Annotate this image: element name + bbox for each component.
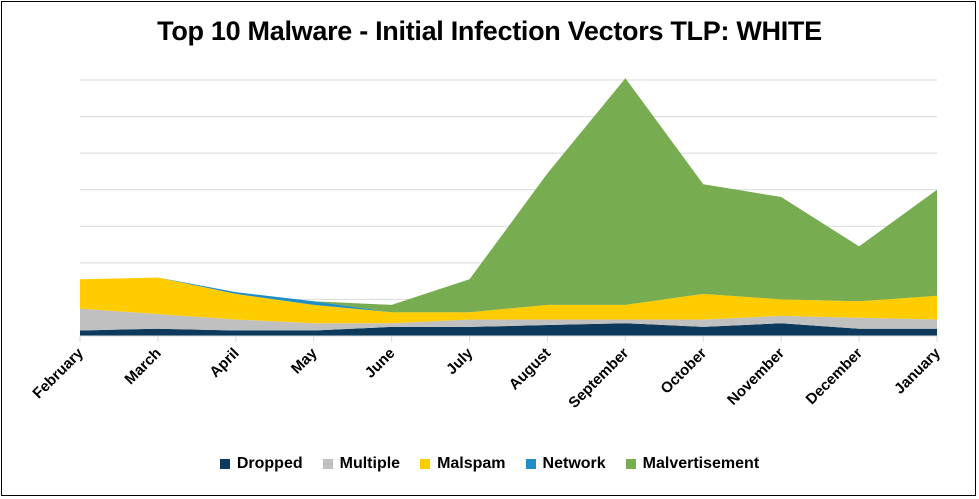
legend-label-multiple: Multiple — [339, 455, 401, 472]
chart-title: Top 10 Malware - Initial Infection Vecto… — [157, 16, 822, 46]
x-tick-label-july: July — [443, 344, 477, 378]
area-network — [80, 277, 937, 313]
legend-item-malspam: Malspam — [420, 455, 506, 473]
x-tick-label-may: May — [288, 344, 321, 377]
legend-item-dropped: Dropped — [219, 455, 303, 473]
legend-item-network: Network — [525, 455, 606, 473]
area-multiple — [80, 308, 937, 331]
legend-swatch-malspam — [420, 459, 431, 469]
x-tick-label-february: February — [29, 344, 87, 402]
legend-label-malvertisement: Malvertisement — [642, 455, 760, 472]
x-tick-label-january: January — [891, 344, 944, 397]
x-tick-label-september: September — [565, 345, 632, 412]
area-malvertisement — [80, 78, 937, 313]
x-tick-label-october: October — [657, 345, 710, 398]
x-tick-label-april: April — [206, 345, 242, 381]
x-tick-label-march: March — [121, 345, 164, 388]
legend-swatch-malvertisement — [625, 459, 636, 469]
area-dropped — [80, 323, 937, 336]
legend-label-network: Network — [542, 455, 606, 472]
x-tick-label-december: December — [803, 345, 866, 408]
area-malspam — [80, 277, 937, 324]
legend-item-multiple: Multiple — [322, 455, 401, 473]
x-axis-ticks — [79, 336, 938, 342]
legend-label-dropped: Dropped — [236, 455, 303, 472]
x-tick-label-june: June — [362, 345, 399, 382]
x-axis-tick-labels: February March April May June July August Septe… — [29, 344, 944, 411]
legend-swatch-network — [525, 459, 536, 469]
legend-label-malspam: Malspam — [437, 455, 506, 472]
x-tick-label-august: August — [506, 345, 555, 394]
legend-item-malvertisement: Malvertisement — [625, 455, 760, 473]
x-tick-label-november: November — [724, 345, 788, 409]
legend-swatch-dropped — [219, 459, 230, 469]
legend-swatch-multiple — [322, 459, 333, 469]
area-series — [80, 78, 937, 336]
legend: Dropped Multiple Malspam Network Malvertisem… — [0, 455, 979, 473]
